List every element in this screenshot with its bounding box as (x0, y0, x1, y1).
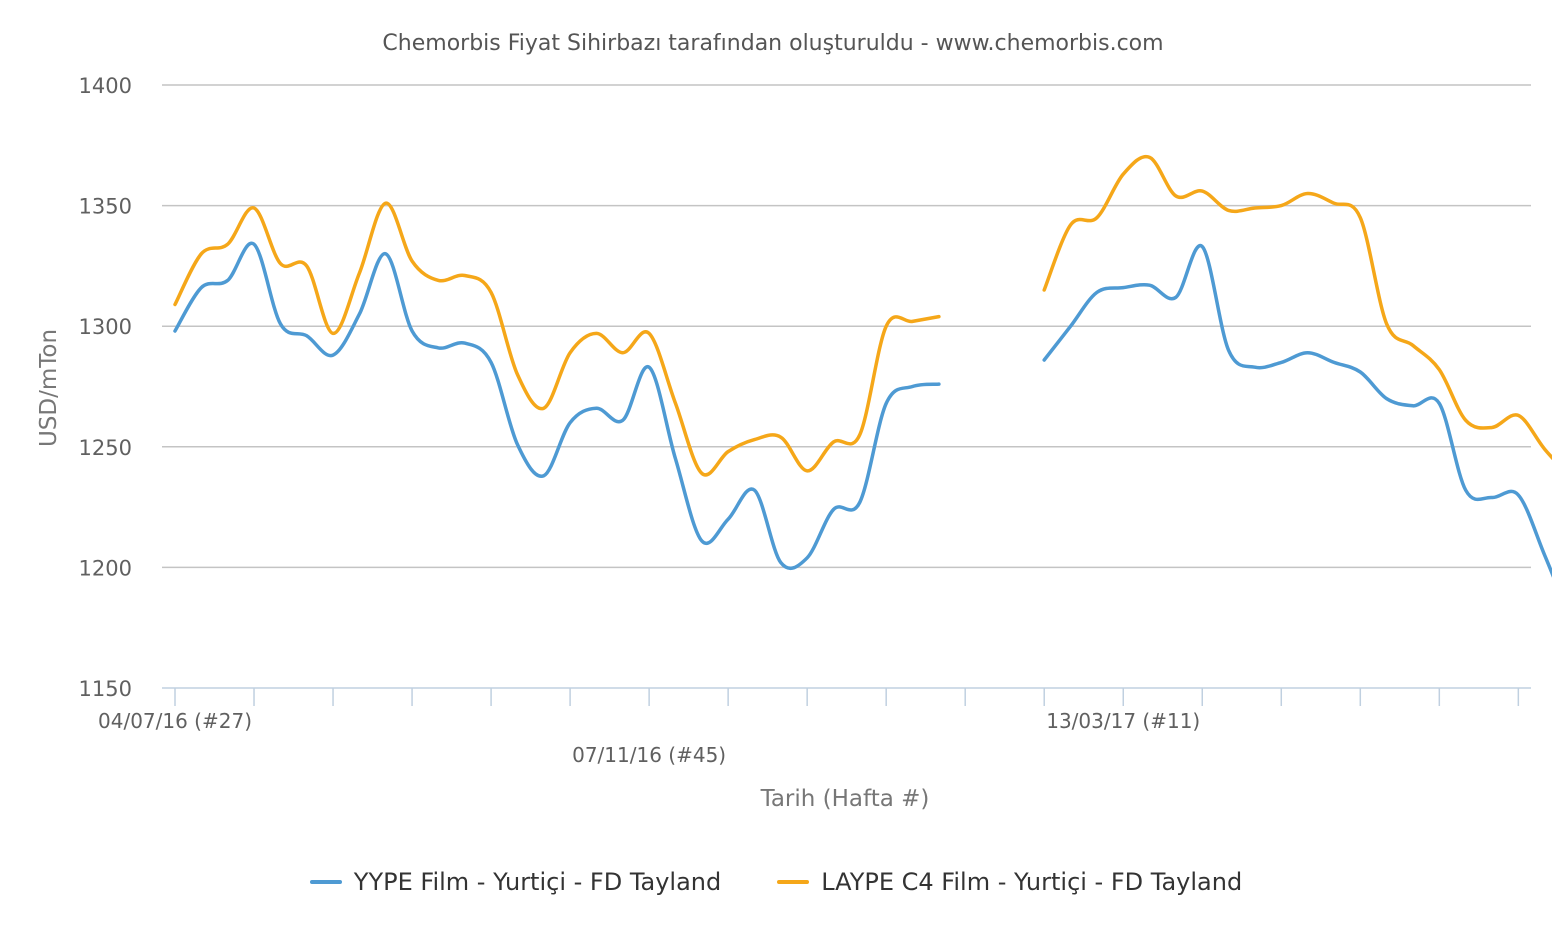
legend: YYPE Film - Yurtiçi - FD Tayland LAYPE C… (0, 868, 1552, 896)
series-0-line-segment-0[interactable] (173, 241, 941, 571)
y-tick-label-1150: 1150 (79, 677, 132, 701)
y-tick-label-1200: 1200 (79, 556, 132, 580)
x-axis: 04/07/16 (#27) 07/11/16 (#45) 13/03/17 (#1… (98, 687, 1531, 767)
series-0 (173, 241, 1552, 621)
legend-item-laype[interactable]: LAYPE C4 Film - Yurtiçi - FD Tayland (777, 868, 1242, 896)
legend-item-yype[interactable]: YYPE Film - Yurtiçi - FD Tayland (309, 868, 722, 896)
x-tick-label-1: 07/11/16 (#45) (572, 743, 726, 767)
series-1 (173, 154, 1552, 479)
series-1-line-segment-1[interactable] (1042, 154, 1552, 479)
legend-label-yype: YYPE Film - Yurtiçi - FD Tayland (353, 868, 722, 896)
y-axis-title: USD/mTon (36, 329, 62, 447)
chart-title: Chemorbis Fiyat Sihirbazı tarafından olu… (382, 31, 1163, 56)
gridlines (162, 84, 1531, 569)
legend-label-laype: LAYPE C4 Film - Yurtiçi - FD Tayland (821, 868, 1243, 896)
series-1-line-segment-0[interactable] (173, 201, 941, 477)
y-tick-label-1250: 1250 (79, 436, 132, 460)
y-tick-label-1400: 1400 (79, 74, 132, 98)
legend-swatch-laype (777, 880, 810, 884)
x-tick-label-0: 04/07/16 (#27) (98, 709, 252, 733)
x-axis-title: Tarih (Hafta #) (760, 786, 930, 812)
y-tick-label-1300: 1300 (79, 315, 132, 339)
y-tick-labels: 1150 1200 1250 1300 1350 1400 (79, 74, 132, 701)
series-lines (173, 154, 1552, 621)
x-tick-label-2: 13/03/17 (#11) (1046, 709, 1200, 733)
y-tick-label-1350: 1350 (79, 195, 132, 219)
legend-swatch-yype (309, 880, 342, 884)
series-0-line-segment-1[interactable] (1042, 244, 1552, 621)
